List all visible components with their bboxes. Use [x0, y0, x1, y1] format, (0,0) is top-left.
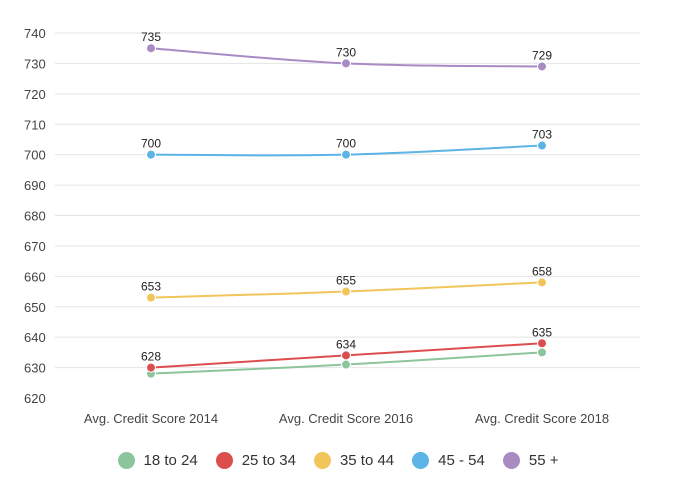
legend-label: 45 - 54 — [438, 451, 485, 469]
line-chart: 620630640650660670680690700710720730740 … — [24, 26, 640, 426]
series-lines — [150, 47, 543, 375]
y-tick-label: 630 — [24, 361, 46, 376]
y-tick-label: 660 — [24, 269, 46, 284]
legend-item[interactable]: 35 to 44 — [313, 451, 395, 469]
data-label: 635 — [532, 325, 552, 339]
legend-swatch — [117, 451, 135, 469]
data-label: 700 — [336, 137, 356, 151]
data-point[interactable] — [146, 362, 156, 373]
y-tick-label: 710 — [24, 117, 46, 132]
data-point[interactable] — [537, 338, 547, 349]
legend-swatch — [215, 451, 233, 469]
data-label: 700 — [141, 137, 161, 151]
y-axis: 620 630 640 650 660 670 680 690 700 710 720 730 740 — [24, 26, 46, 406]
data-point[interactable] — [146, 292, 156, 303]
legend-swatch — [412, 451, 430, 469]
y-tick-label: 680 — [24, 209, 46, 224]
data-labels: 628 634 635 653 655 658 700 700 703 735 730 729 — [141, 30, 552, 363]
data-point[interactable] — [537, 140, 547, 151]
data-points — [146, 43, 547, 379]
y-tick-label: 730 — [24, 56, 46, 71]
y-tick-label: 650 — [24, 300, 46, 315]
legend-label: 55 + — [528, 451, 559, 469]
data-point[interactable] — [341, 286, 351, 297]
data-point[interactable] — [341, 149, 351, 160]
x-tick-label: Avg. Credit Score 2014 — [84, 411, 218, 426]
legend-item[interactable]: 55 + — [502, 451, 559, 469]
data-point[interactable] — [341, 58, 351, 69]
x-tick-label: Avg. Credit Score 2018 — [475, 411, 609, 426]
data-label: 735 — [141, 30, 161, 44]
data-point[interactable] — [537, 61, 547, 72]
legend-label: 35 to 44 — [339, 451, 395, 469]
legend-swatch — [502, 451, 520, 469]
data-point[interactable] — [146, 43, 156, 54]
data-label: 730 — [336, 45, 356, 59]
y-tick-label: 640 — [24, 330, 46, 345]
legend-item[interactable]: 45 - 54 — [412, 451, 485, 469]
legend-item[interactable]: 18 to 24 — [117, 451, 198, 469]
data-label: 628 — [141, 350, 161, 364]
y-tick-label: 720 — [24, 87, 46, 102]
legend-label: 25 to 34 — [241, 451, 296, 469]
legend: 18 to 24 25 to 34 35 to 44 45 - 54 55 + — [0, 448, 676, 472]
data-point[interactable] — [146, 149, 156, 160]
y-tick-label: 690 — [24, 178, 46, 193]
legend-item[interactable]: 25 to 34 — [215, 451, 296, 469]
data-label: 658 — [532, 264, 552, 278]
data-label: 634 — [336, 337, 356, 351]
legend-label: 18 to 24 — [143, 451, 198, 469]
grid-lines — [55, 32, 640, 369]
y-tick-label: 670 — [24, 239, 46, 254]
legend-swatch — [313, 451, 331, 469]
data-point[interactable] — [341, 350, 351, 361]
data-point[interactable] — [537, 277, 547, 288]
data-label: 653 — [141, 280, 161, 294]
data-label: 655 — [336, 274, 356, 288]
data-label: 729 — [532, 48, 552, 62]
x-axis: Avg. Credit Score 2014 Avg. Credit Score … — [84, 411, 609, 426]
y-tick-label: 700 — [24, 148, 46, 163]
x-tick-label: Avg. Credit Score 2016 — [279, 411, 413, 426]
data-point[interactable] — [341, 359, 351, 370]
y-tick-label: 620 — [24, 391, 46, 406]
data-point[interactable] — [537, 347, 547, 358]
data-label: 703 — [532, 128, 552, 142]
y-tick-label: 740 — [24, 26, 46, 41]
